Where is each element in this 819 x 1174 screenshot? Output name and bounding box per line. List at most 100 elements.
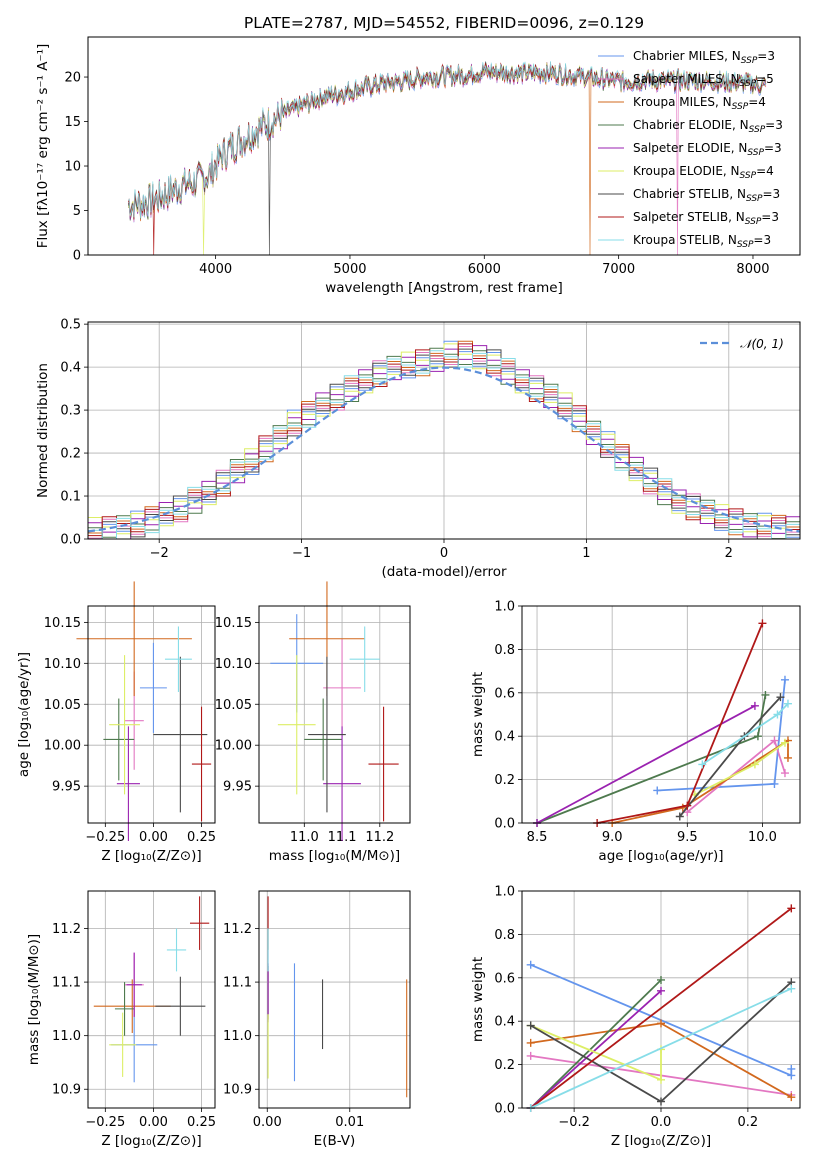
age_vs_z-ytick-label-0: 9.95 [52,780,81,795]
mass_vs_z-frame [87,890,216,1109]
weight_vs_age-marker-6-0 [675,812,684,821]
weight_vs_age-marker-7-2 [758,619,767,628]
residuals-ytick-label-0: 0.0 [60,533,81,548]
weight_vs_age-series-7 [596,623,764,824]
figure-title: PLATE=2787, MJD=54552, FIBERID=0096, z=0… [244,14,644,32]
weight_vs_z-series-8 [530,987,792,1109]
age_vs_z-ytick-label-3: 10.10 [44,657,81,672]
mass_vs_ebv-xtick-label-1: 0.01 [335,1115,364,1130]
spectrum-legend-label-6: Chabrier STELIB, NSSP=3 [633,187,780,204]
weight_vs_z-ylabel: mass weight [470,957,486,1042]
weight_vs_z-ytick-label-5: 1.0 [494,885,515,900]
weight_vs_age-panel: 8.5 9.0 9.5 10.0 0.0 0.2 0.4 0.6 0.8 1.0 age [log₁… [470,600,801,864]
spectrum-xtick-label-0: 4000 [199,262,232,277]
weight_vs_age-xtick-label-2: 9.5 [677,830,698,845]
weight_vs_z-marker-0-2 [787,1064,796,1073]
mass_vs_z-ytick-label-2: 11.1 [52,976,81,991]
weight_vs_z-marker-7-1 [787,904,796,913]
spectrum-xtick-label-4: 8000 [736,262,769,277]
weight_vs_age-marker-0-1 [770,779,779,788]
mass_vs_ebv-frame [258,890,411,1109]
legend-label-main: Kroupa ELODIE, N [633,164,740,178]
spectrum-frame [87,36,801,256]
weight_vs_age-series-8 [701,702,789,766]
age_vs_mass-ytick-label-2: 10.05 [215,698,252,713]
mass_vs_ebv-panel: 0.00 0.01 10.9 11.0 11.1 11.2 E(B-V) [223,890,411,1149]
weight_vs_age-ytick-label-3: 0.6 [494,686,515,701]
weight_vs_z-marker-6-0 [526,1021,535,1030]
spectrum-xtick-label-3: 7000 [602,262,635,277]
legend-label-main: Chabrier ELODIE, N [633,118,749,132]
mass_vs_z-ytick-label-1: 11.0 [52,1029,81,1044]
age_vs_z-xtick-label-1: 0.00 [139,830,168,845]
weight_vs_age-xtick-label-1: 9.0 [602,830,623,845]
weight_vs_z-marker-2-1 [657,1019,665,1028]
spectrum-legend-label-8: Kroupa STELIB, NSSP=3 [633,233,771,250]
weight_vs_z-series-7 [530,907,792,1109]
weight_vs_age-marker-4-1 [750,701,759,710]
weight_vs_age-marker-1-1 [770,736,779,745]
weight_vs_age-marker-3-1 [753,732,762,741]
legend-label-sub: SSP [732,102,749,112]
weight_vs_z-xtick-label-0: −0.2 [558,1115,590,1130]
legend-label-tail: =5 [756,72,774,86]
weight_vs_age-ytick-label-5: 1.0 [494,600,515,615]
weight_vs_z-marker-1-0 [526,1051,535,1060]
spectrum-xlabel: wavelength [Angstrom, rest frame] [325,280,563,296]
spectrum-ytick-label-4: 20 [64,71,81,86]
legend-label-tail: =3 [764,141,782,155]
mass_vs_z-panel: −0.25 0.00 0.25 10.9 11.0 11.1 11.2 Z [log₁₀(Z/… [26,890,216,1149]
legend-label-sub: SSP [741,56,758,66]
spectrum-series-5 [127,62,767,256]
weight_vs_age-marker-5-1 [750,760,759,769]
weight_vs_z-marker-8-1 [787,984,796,993]
spectrum-legend-label-5: Kroupa ELODIE, NSSP=4 [633,164,774,181]
spectrum-xtick-label-2: 6000 [468,262,501,277]
weight_vs_z-ytick-label-4: 0.8 [494,928,515,943]
spectrum-series-8 [128,61,767,219]
residuals-xlabel: (data-model)/error [381,564,507,580]
weight_vs_z-marker-0-0 [526,960,535,969]
weight_vs_z-series-3 [530,979,662,1109]
weight_vs_z-marker-2-2 [787,1093,796,1102]
weight_vs_z-series-4 [530,990,662,1109]
age_vs_mass-panel: 11.0 11.1 11.29.9510.0010.0510.1010.15mass… [215,581,411,864]
spectrum-ytick-label-3: 15 [64,115,81,130]
residuals-xtick-label-3: 1 [582,546,590,561]
spectrum-ylabel: Flux [fλ10⁻¹⁷ erg cm⁻² s⁻¹ A⁻¹] [35,44,51,249]
age_vs_mass-xlabel: mass [log₁₀(M/M⊙)] [269,848,400,864]
spectrum-series-6 [127,61,767,256]
legend-label-sub: SSP [749,125,766,135]
residuals-frame [87,321,801,540]
legend-label-tail: =3 [753,233,771,247]
residuals-ylabel: Normed distribution [35,363,51,498]
mass_vs_z-ylabel: mass [log₁₀(M/M⊙)] [26,934,42,1065]
weight_vs_z-xtick-label-2: 0.2 [738,1115,759,1130]
legend-label-tail: =3 [761,210,779,224]
spectrum-ytick-label-2: 10 [64,160,81,175]
residual-hist-6 [88,348,800,540]
weight_vs_age-marker-0-0 [653,786,662,795]
weight_vs_age-xtick-label-0: 8.5 [527,830,548,845]
age_vs_mass-ytick-label-1: 10.00 [215,739,252,754]
age_vs_z-xtick-label-2: 0.25 [187,830,216,845]
age_vs_mass-xtick-label-0: 11.0 [290,830,319,845]
age_vs_mass-xtick-label-2: 11.2 [365,830,394,845]
weight_vs_z-xtick-label-1: 0.0 [651,1115,672,1130]
weight_vs_age-ytick-label-4: 0.8 [494,643,515,658]
residuals-xtick-label-1: −1 [292,546,311,561]
weight_vs_age-marker-1-2 [780,769,789,778]
residuals-ytick-label-4: 0.4 [60,361,81,376]
weight_vs_z-ytick-label-1: 0.2 [494,1058,515,1073]
age_vs_mass-frame [258,605,411,824]
spectrum-series-7 [127,62,767,256]
weight_vs_age-ytick-label-1: 0.2 [494,773,515,788]
weight_vs_z-panel: −0.2 0.0 0.2 0.0 0.2 0.4 0.6 0.8 1.0 Z [log₁₀(Z/Z… [470,885,801,1149]
residuals-xtick-label-4: 2 [725,546,733,561]
age_vs_mass-ytick-label-3: 10.10 [215,657,252,672]
spectrum-legend-label-1: Salpeter MILES, NSSP=5 [633,72,774,89]
weight_vs_age-marker-5-2 [780,738,789,747]
weight_vs_age-marker-8-0 [698,760,707,769]
